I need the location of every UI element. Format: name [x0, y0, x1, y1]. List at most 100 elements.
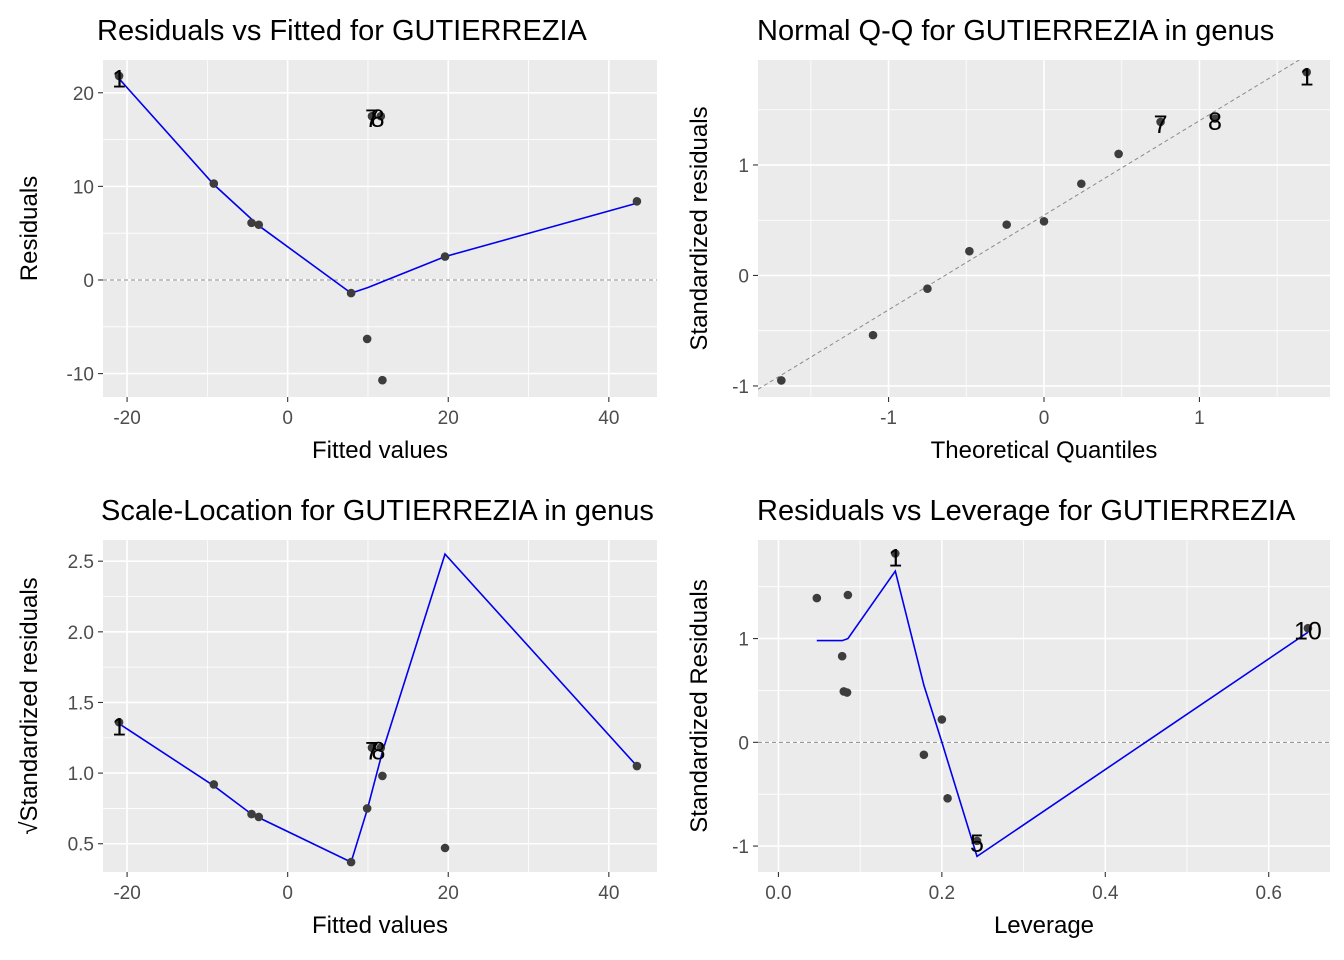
- data-point: [868, 330, 878, 340]
- data-point: [378, 771, 387, 781]
- smooth-line: [816, 569, 1309, 858]
- y-tick-label: 20: [73, 84, 94, 105]
- data-point: [209, 780, 219, 789]
- data-point: [114, 717, 124, 727]
- data-point: [919, 750, 929, 760]
- point-label: 8: [1208, 108, 1222, 136]
- data-point: [1039, 217, 1049, 226]
- y-tick-label: -1: [732, 837, 749, 858]
- point-label: 1: [888, 545, 902, 573]
- data-point: [842, 688, 852, 697]
- data-point: [376, 111, 386, 121]
- point-label: 7: [1154, 111, 1168, 139]
- y-tick-label: 0: [738, 266, 749, 287]
- data-point: [837, 651, 847, 661]
- x-tick-label: 0.0: [765, 883, 791, 904]
- data-point: [1077, 179, 1086, 189]
- data-point: [777, 376, 786, 385]
- data-point: [346, 288, 356, 298]
- smooth-line: [118, 78, 638, 294]
- y-tick-label: -1: [732, 377, 749, 398]
- data-point: [362, 804, 372, 813]
- x-tick-label: 1: [1194, 408, 1205, 429]
- point-label: 1: [112, 66, 126, 94]
- panel-2: -1 0 1 -1 0 1 7 8 1 Theoretical Quantiles Standard…: [686, 15, 1330, 464]
- y-tick-label: 0: [738, 733, 749, 754]
- plot-title: Scale-Location for GUTIERREZIA in genus: [101, 495, 654, 527]
- x-tick-label: 40: [598, 883, 619, 904]
- data-point: [1302, 67, 1311, 77]
- x-tick-label: 0.2: [929, 883, 955, 904]
- data-point: [843, 590, 853, 600]
- point-label: 7: [365, 105, 379, 133]
- point-label: 5: [970, 830, 984, 858]
- y-tick-label: 1.5: [68, 693, 94, 714]
- data-point: [632, 761, 642, 771]
- y-tick-label: 2.5: [68, 552, 94, 573]
- panel-background: [758, 540, 1330, 872]
- x-tick-label: 20: [438, 883, 459, 904]
- data-point: [367, 111, 377, 121]
- x-tick-label: 0: [1039, 408, 1050, 429]
- plot-title: Residuals vs Fitted for GUTIERREZIA: [97, 15, 588, 47]
- y-axis-title: √Standardized residuals: [16, 577, 43, 834]
- data-point: [1002, 220, 1011, 229]
- panel-background: [103, 540, 657, 872]
- panel-4: 0.0 0.2 0.4 0.6 -1 0 1 1 5 10 Leverage Standardized…: [686, 495, 1330, 939]
- data-point: [247, 809, 256, 819]
- data-point: [972, 836, 982, 846]
- x-tick-label: 0: [282, 883, 293, 904]
- data-point: [1156, 117, 1165, 127]
- data-point: [923, 284, 932, 294]
- x-axis-title: Theoretical Quantiles: [931, 437, 1158, 464]
- point-label: 8: [371, 105, 385, 133]
- panel-3: -20 0 20 40 0.5 1.0 1.5 2.0 2.5 1 78 Fitted values √…: [16, 495, 657, 939]
- plot-title: Residuals vs Leverage for GUTIERREZIA: [757, 495, 1296, 527]
- data-point: [943, 794, 952, 803]
- x-tick-label: 20: [438, 408, 459, 429]
- y-tick-label: 1.0: [68, 764, 94, 785]
- data-point: [346, 857, 356, 867]
- point-label: 1: [112, 713, 126, 741]
- y-axis-title: Standardized Residuals: [686, 579, 713, 833]
- x-axis-title: Fitted values: [312, 437, 448, 464]
- data-point: [440, 252, 450, 261]
- y-axis-title: Residuals: [16, 176, 43, 281]
- data-point: [937, 715, 947, 724]
- plot-title: Normal Q-Q for GUTIERREZIA in genus: [757, 15, 1274, 47]
- y-axis-title: Standardized residuals: [686, 106, 713, 350]
- y-tick-label: 1: [738, 156, 749, 177]
- y-tick-label: 2.0: [68, 623, 94, 644]
- x-tick-label: 40: [598, 408, 619, 429]
- y-tick-label: 0: [83, 271, 94, 292]
- data-point: [1303, 623, 1313, 633]
- x-tick-label: 0: [282, 408, 293, 429]
- y-tick-label: 1: [738, 630, 749, 651]
- panel-data-area: [758, 549, 1330, 858]
- x-tick-label: -20: [113, 408, 140, 429]
- data-point: [209, 179, 219, 188]
- data-point: [376, 743, 386, 752]
- data-point: [378, 375, 387, 385]
- data-point: [247, 218, 256, 228]
- point-label: 10: [1294, 617, 1322, 645]
- y-tick-label: 0.5: [68, 835, 94, 856]
- panel-data-area: [103, 71, 657, 385]
- data-point: [1210, 114, 1220, 123]
- point-label: 7: [365, 738, 379, 766]
- x-tick-label: 0.6: [1256, 883, 1282, 904]
- data-point: [965, 246, 974, 256]
- data-point: [440, 843, 450, 853]
- data-point: [890, 549, 900, 558]
- data-point: [367, 743, 377, 752]
- point-label: 1: [1300, 64, 1314, 92]
- x-axis-title: Leverage: [994, 912, 1094, 939]
- x-tick-label: 0.4: [1092, 883, 1119, 904]
- smooth-line: [118, 552, 638, 864]
- x-axis-title: Fitted values: [312, 912, 448, 939]
- data-point: [114, 71, 124, 81]
- data-point: [812, 593, 822, 603]
- y-tick-label: -10: [67, 365, 94, 386]
- data-point: [1114, 149, 1123, 159]
